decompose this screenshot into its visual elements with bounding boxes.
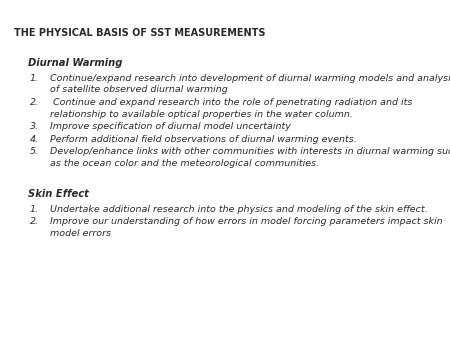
Text: relationship to available optical properties in the water column.: relationship to available optical proper… (50, 110, 353, 119)
Text: Improve specification of diurnal model uncertainty: Improve specification of diurnal model u… (50, 122, 291, 131)
Text: 2.: 2. (30, 98, 39, 107)
Text: 3.: 3. (30, 122, 39, 131)
Text: Skin Effect: Skin Effect (28, 189, 89, 199)
Text: Continue and expand research into the role of penetrating radiation and its: Continue and expand research into the ro… (50, 98, 412, 107)
Text: Diurnal Warming: Diurnal Warming (28, 58, 122, 68)
Text: as the ocean color and the meteorological communities.: as the ocean color and the meteorologica… (50, 159, 319, 168)
Text: 2.: 2. (30, 217, 39, 226)
Text: 5.: 5. (30, 147, 39, 156)
Text: 1.: 1. (30, 205, 39, 214)
Text: of satellite observed diurnal warming: of satellite observed diurnal warming (50, 86, 228, 95)
Text: Develop/enhance links with other communities with interests in diurnal warming s: Develop/enhance links with other communi… (50, 147, 450, 156)
Text: Undertake additional research into the physics and modeling of the skin effect.: Undertake additional research into the p… (50, 205, 428, 214)
Text: 1.: 1. (30, 74, 39, 83)
Text: 4.: 4. (30, 135, 39, 144)
Text: Perform additional field observations of diurnal warming events.: Perform additional field observations of… (50, 135, 357, 144)
Text: THE PHYSICAL BASIS OF SST MEASUREMENTS: THE PHYSICAL BASIS OF SST MEASUREMENTS (14, 28, 266, 38)
Text: model errors: model errors (50, 229, 111, 238)
Text: Improve our understanding of how errors in model forcing parameters impact skin: Improve our understanding of how errors … (50, 217, 443, 226)
Text: Continue/expand research into development of diurnal warming models and analysis: Continue/expand research into developmen… (50, 74, 450, 83)
